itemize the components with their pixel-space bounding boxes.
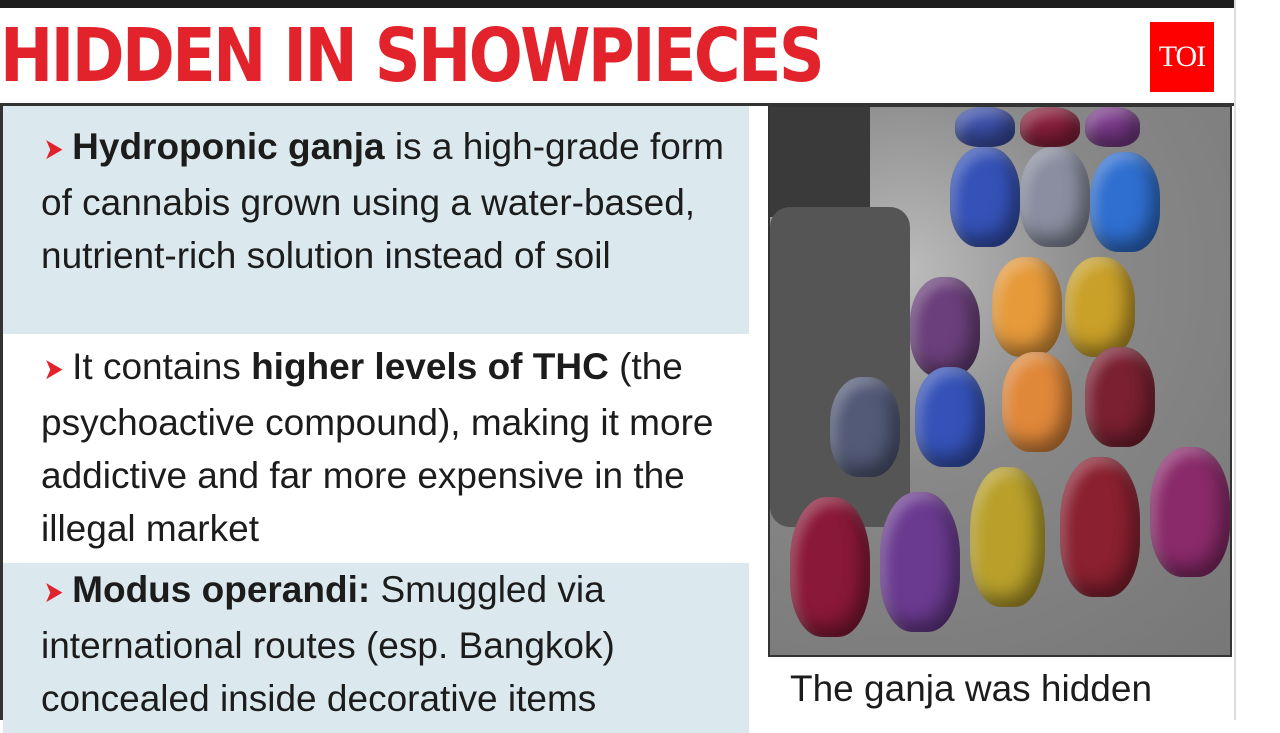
skull	[970, 467, 1045, 607]
skull	[955, 107, 1015, 147]
skull	[950, 147, 1020, 247]
top-bar	[0, 0, 1234, 8]
skull	[1002, 352, 1072, 452]
toi-logo: TOI	[1150, 22, 1214, 92]
bullet-1: ➤ Hydroponic ganja is a high-grade form o…	[3, 106, 749, 334]
skull	[992, 257, 1062, 357]
skull	[1090, 152, 1160, 252]
bullet-3: ➤ Modus operandi: Smuggled via internatio…	[3, 563, 749, 733]
skull	[1020, 107, 1080, 147]
skull	[830, 377, 900, 477]
photo-caption: The ganja was hidden	[790, 668, 1153, 709]
bullet-bold: Modus operandi:	[72, 569, 371, 610]
bag	[770, 107, 870, 217]
skull	[880, 492, 960, 632]
bag	[770, 207, 910, 527]
skull	[1065, 257, 1135, 357]
divider	[1234, 0, 1236, 720]
skull	[915, 367, 985, 467]
bullet-text: (the psychoactive compound), making it m…	[41, 346, 714, 549]
divider	[0, 103, 1234, 106]
bullet-2: ➤ It contains higher levels of THC (the p…	[3, 334, 749, 563]
bullet-bold: higher levels of THC	[251, 346, 609, 387]
bullet-bold: Hydroponic ganja	[72, 126, 385, 167]
skull-showpieces-photo	[768, 105, 1232, 657]
arrow-icon: ➤	[43, 576, 64, 609]
bullet-text: It contains	[72, 346, 252, 387]
arrow-icon: ➤	[43, 353, 64, 386]
bullet-list: ➤ Hydroponic ganja is a high-grade form o…	[3, 106, 749, 733]
skull	[1085, 107, 1140, 147]
skull	[790, 497, 870, 637]
arrow-icon: ➤	[43, 133, 64, 166]
skull	[1150, 447, 1230, 577]
bullet-text: is a high-grade form of cannabis grown u…	[41, 126, 724, 276]
headline: HIDDEN IN SHOWPIECES	[0, 13, 825, 99]
divider	[0, 106, 3, 720]
bullet-text: Smuggled via international routes (esp. …	[41, 569, 615, 719]
skull	[1060, 457, 1140, 597]
skull	[1085, 347, 1155, 447]
skull	[1020, 147, 1090, 247]
skull	[910, 277, 980, 377]
